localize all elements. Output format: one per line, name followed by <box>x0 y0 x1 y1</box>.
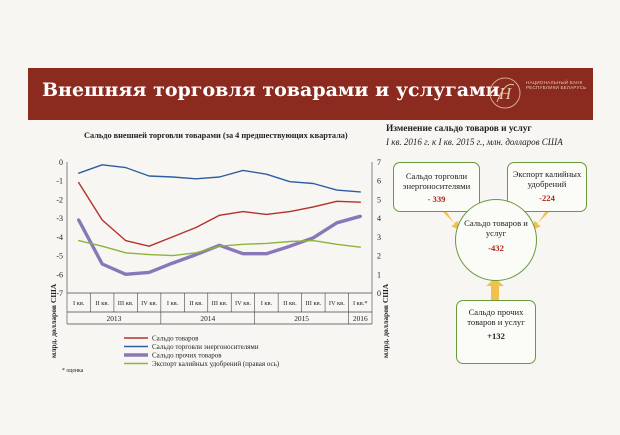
page-title: Внешняя торговля товарами и услугами <box>42 79 500 101</box>
total-value: -432 <box>488 243 504 253</box>
other-box: Сальдо прочих товаров и услуг +132 <box>456 300 536 364</box>
y-tick-right: 4 <box>377 214 381 223</box>
other-label: Сальдо прочих товаров и услуг <box>467 307 525 327</box>
series-line-1 <box>77 181 361 247</box>
total-balance-circle: Сальдо товаров и услуг -432 <box>455 199 537 281</box>
x-tick-label: IV кв. <box>235 300 251 307</box>
legend-label-1: Сальдо товаров <box>152 335 199 343</box>
potash-value: -224 <box>539 193 555 203</box>
x-tick-label: I кв. <box>261 300 273 307</box>
svg-text:Н: Н <box>498 84 513 103</box>
logo-text: Национальный банк Республики Беларусь <box>526 80 587 91</box>
y-tick-left: -4 <box>56 233 63 242</box>
energy-box: Сальдо торговли энергоносителями - 339 <box>393 162 480 212</box>
x-tick-label: I кв. <box>167 300 179 307</box>
y-tick-left: -5 <box>56 252 63 261</box>
legend-label-3: Сальдо прочих товаров <box>152 352 222 360</box>
y-axis-label-left: млрд. долларов США <box>49 283 58 358</box>
y-tick-left: -1 <box>56 177 63 186</box>
potash-label: Экспорт калийных удобрений <box>512 169 582 189</box>
x-tick-label: II кв. <box>95 300 109 307</box>
x-tick-label: I кв.* <box>353 300 368 307</box>
y-tick-right: 2 <box>377 252 381 261</box>
arrow-energy-icon <box>443 211 459 230</box>
chart-title: Сальдо внешней торговли товарами (за 4 п… <box>84 131 348 140</box>
y-tick-left: -3 <box>56 214 63 223</box>
panel-subtitle: I кв. 2016 г. к I кв. 2015 г., млн. долл… <box>386 137 563 147</box>
y-tick-left: -6 <box>56 270 63 279</box>
y-tick-right: 3 <box>377 233 381 242</box>
energy-label: Сальдо торговли энергоносителями <box>402 171 471 191</box>
bank-logo: Н <box>489 77 521 109</box>
arrow-other-icon <box>486 278 504 300</box>
panel-title: Изменение сальдо товаров и услуг <box>386 124 532 134</box>
potash-box: Экспорт калийных удобрений -224 <box>507 162 587 212</box>
y-axis-label-right: млрд. долларов США <box>381 283 390 358</box>
y-tick-right: 0 <box>377 289 381 298</box>
other-value: +132 <box>487 331 505 341</box>
y-tick-right: 1 <box>377 270 381 279</box>
energy-value: - 339 <box>427 194 446 204</box>
x-tick-label: III кв. <box>212 300 228 307</box>
y-tick-right: 5 <box>377 195 381 204</box>
arrow-potash-icon <box>533 211 549 230</box>
y-tick-left: -7 <box>56 289 63 298</box>
series-line-4 <box>77 239 361 257</box>
y-tick-left: 0 <box>59 158 63 167</box>
x-tick-label: II кв. <box>189 300 203 307</box>
legend-label-2: Сальдо торговли энергоносителями <box>152 343 259 351</box>
total-label: Сальдо товаров и услуг <box>464 218 528 238</box>
footnote: * оценка <box>62 368 84 374</box>
x-tick-label: IV кв. <box>329 300 345 307</box>
x-tick-label: III кв. <box>118 300 134 307</box>
y-tick-left: -2 <box>56 195 63 204</box>
y-tick-right: 7 <box>377 158 381 167</box>
x-tick-label: II кв. <box>283 300 297 307</box>
year-label: 2014 <box>200 314 215 323</box>
series-line-2 <box>77 164 361 193</box>
title-banner: Внешняя торговля товарами и услугами Н Н… <box>28 68 593 120</box>
year-label: 2015 <box>294 314 309 323</box>
x-tick-label: IV кв. <box>141 300 157 307</box>
year-label: 2016 <box>353 314 368 323</box>
x-tick-label: I кв. <box>73 300 85 307</box>
series-line-3 <box>76 214 362 276</box>
y-tick-right: 6 <box>377 177 381 186</box>
year-label: 2013 <box>107 314 122 323</box>
legend-label-4: Экспорт калийных удобрений (правая ось) <box>152 360 280 368</box>
x-tick-label: III кв. <box>305 300 321 307</box>
